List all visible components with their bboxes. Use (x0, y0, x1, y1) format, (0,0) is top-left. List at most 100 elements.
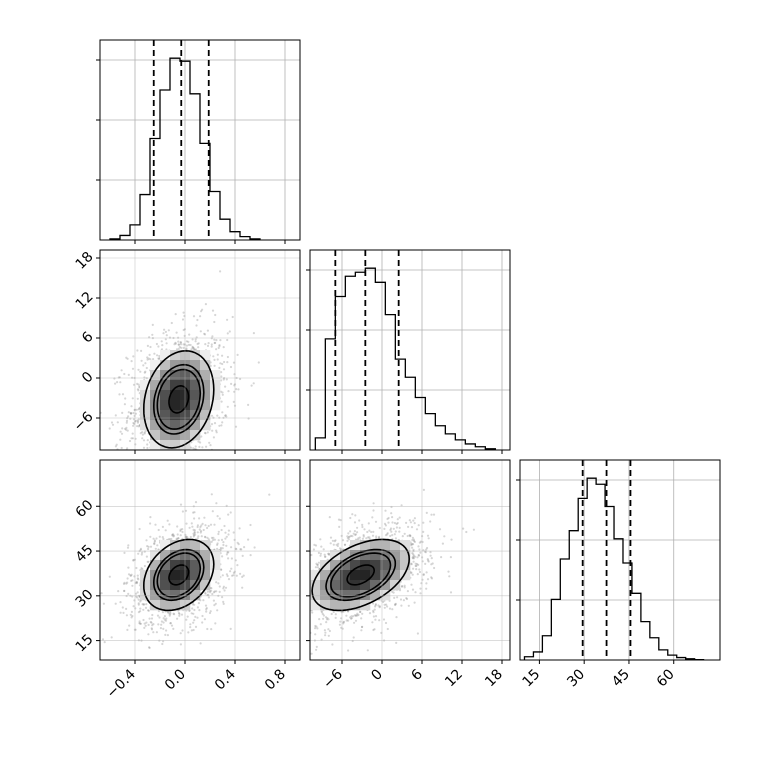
scatter-point (462, 527, 465, 530)
scatter-point (135, 408, 138, 411)
density-cell (330, 580, 341, 591)
density-cell (340, 590, 351, 601)
scatter-point (212, 538, 215, 542)
scatter-point (197, 535, 200, 538)
scatter-point (247, 403, 250, 406)
scatter-point (216, 609, 219, 612)
scatter-point (177, 537, 180, 540)
scatter-point (205, 610, 208, 613)
scatter-point (185, 522, 188, 525)
contour-1 (330, 552, 392, 598)
density-cell (160, 580, 171, 591)
scatter-point (147, 609, 150, 612)
scatter-point (190, 522, 193, 525)
scatter-point (137, 389, 140, 392)
scatter-point (219, 339, 222, 342)
scatter-point (405, 597, 409, 601)
scatter-point (377, 604, 380, 607)
scatter-point (411, 588, 415, 591)
density-cell (310, 590, 321, 601)
scatter-point (156, 614, 160, 617)
density-cell (320, 590, 331, 601)
density-cell (160, 550, 171, 561)
scatter-point (430, 557, 433, 560)
scatter-point (146, 344, 149, 347)
scatter-point (232, 400, 235, 403)
scatter-point (218, 366, 221, 369)
density-cell (170, 440, 181, 450)
scatter-point (240, 548, 243, 551)
scatter-point (224, 414, 227, 417)
scatter-point (222, 378, 225, 381)
scatter-point (401, 535, 404, 538)
scatter-point (324, 616, 328, 619)
scatter-point (199, 441, 202, 444)
scatter-point (232, 531, 235, 534)
scatter-point (139, 548, 142, 551)
scatter-point (132, 421, 135, 425)
scatter-point (384, 534, 388, 537)
scatter-point (130, 360, 133, 363)
scatter-point (135, 580, 138, 584)
scatter-point (393, 596, 396, 600)
scatter-point (220, 528, 223, 532)
scatter-point (222, 600, 225, 604)
scatter-point (129, 452, 131, 454)
density-cell (210, 550, 221, 561)
scatter-point (400, 604, 403, 607)
scatter-point (320, 638, 323, 641)
scatter-point (141, 568, 144, 571)
scatter-point (410, 571, 413, 574)
scatter-point (206, 526, 209, 530)
scatter-point (230, 546, 233, 549)
scatter-point (196, 524, 199, 527)
scatter-point (145, 555, 148, 558)
scatter-point (174, 313, 177, 316)
scatter-point (218, 424, 221, 427)
scatter-point (162, 617, 165, 620)
scatter-point (166, 611, 169, 614)
scatter-point (210, 587, 213, 590)
scatter-point (140, 359, 143, 362)
scatter-point (417, 545, 420, 548)
scatter-point (324, 631, 327, 634)
scatter-point (361, 625, 364, 629)
density-cell (190, 390, 201, 401)
scatter-point (201, 614, 204, 618)
scatter-point (221, 574, 224, 577)
scatter-point (202, 454, 204, 456)
scatter-point (119, 438, 122, 441)
scatter-point (172, 612, 175, 615)
scatter-point (192, 347, 195, 350)
scatter-point (203, 431, 207, 434)
scatter-point (231, 574, 234, 577)
scatter-point (120, 432, 124, 435)
scatter-point (162, 621, 165, 624)
scatter-point (399, 598, 403, 601)
scatter-point (323, 629, 326, 632)
scatter-point (241, 554, 244, 558)
density-cell (160, 560, 171, 571)
scatter-point (412, 554, 415, 557)
scatter-point (181, 528, 184, 531)
scatter-point (221, 555, 224, 558)
scatter-point (352, 636, 355, 639)
scatter-point (410, 562, 413, 565)
scatter-point (153, 539, 156, 542)
scatter-point (187, 454, 189, 456)
y-tick-label: 18 (73, 249, 97, 273)
scatter-point (196, 537, 199, 540)
scatter-point (316, 563, 319, 567)
scatter-point (316, 566, 319, 569)
scatter-point (136, 388, 139, 391)
scatter-point (179, 632, 182, 635)
scatter-point (125, 582, 128, 585)
scatter-point (187, 631, 190, 634)
density-cell (170, 350, 181, 361)
scatter-point (132, 424, 135, 427)
scatter-point (168, 613, 171, 616)
scatter-point (356, 614, 359, 617)
scatter-point (163, 615, 166, 618)
scatter-point (418, 541, 421, 544)
pair-panel-1-0 (99, 249, 301, 456)
